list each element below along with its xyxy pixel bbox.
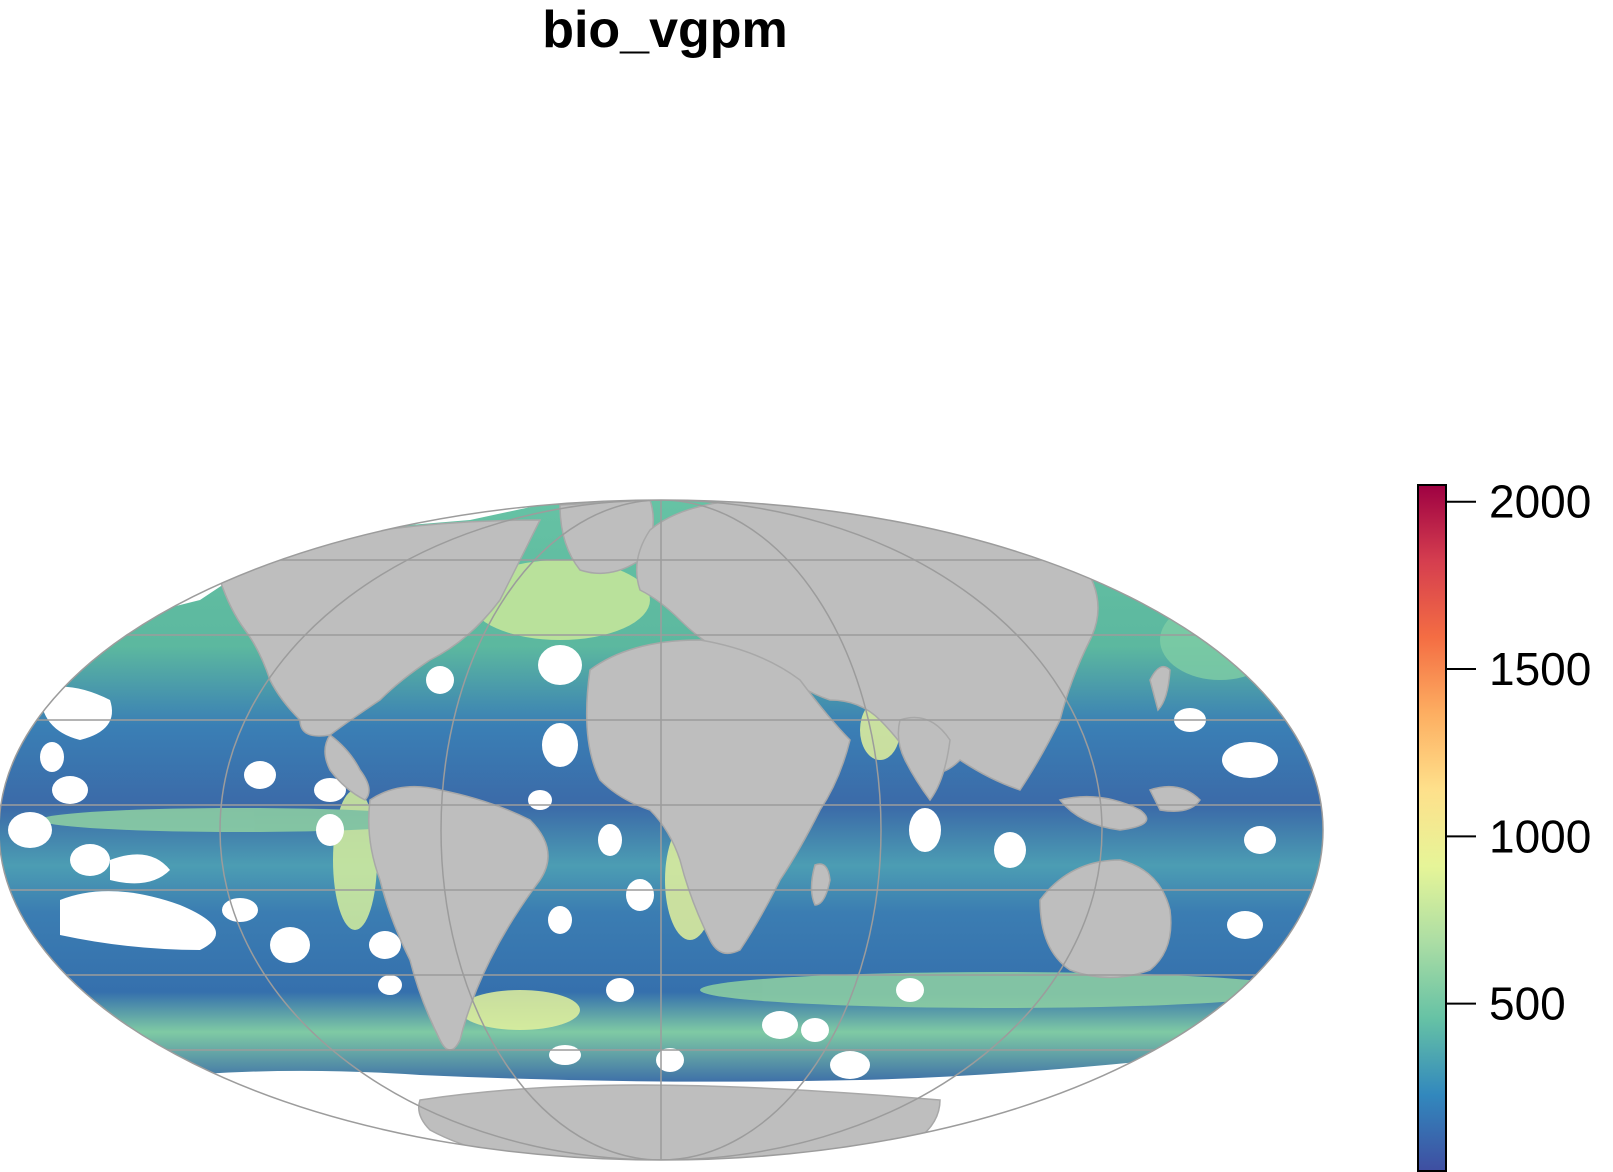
legend-tick-label: 500 [1489, 978, 1566, 1030]
land-north-america [219, 519, 542, 737]
land-madagascar [810, 863, 831, 906]
land-layer [219, 500, 1201, 1160]
legend-tick-label: 1000 [1489, 810, 1591, 862]
land-india [897, 716, 951, 802]
legend-ticks: 2000 1500 1000 500 [1446, 476, 1591, 1030]
color-legend: 2000 1500 1000 500 [1417, 476, 1591, 1172]
legend-tick-label: 1500 [1489, 643, 1591, 695]
land-central-america [324, 733, 370, 801]
globe-outline [0, 499, 1324, 1161]
legend-tick-label: 2000 [1489, 476, 1591, 528]
land-greenland [559, 500, 655, 575]
globe [0, 500, 1323, 1160]
legend-bar [1417, 484, 1447, 1172]
land-africa [585, 639, 851, 955]
land-antarctica [418, 1084, 941, 1160]
map-title: bio_vgpm [542, 1, 788, 59]
